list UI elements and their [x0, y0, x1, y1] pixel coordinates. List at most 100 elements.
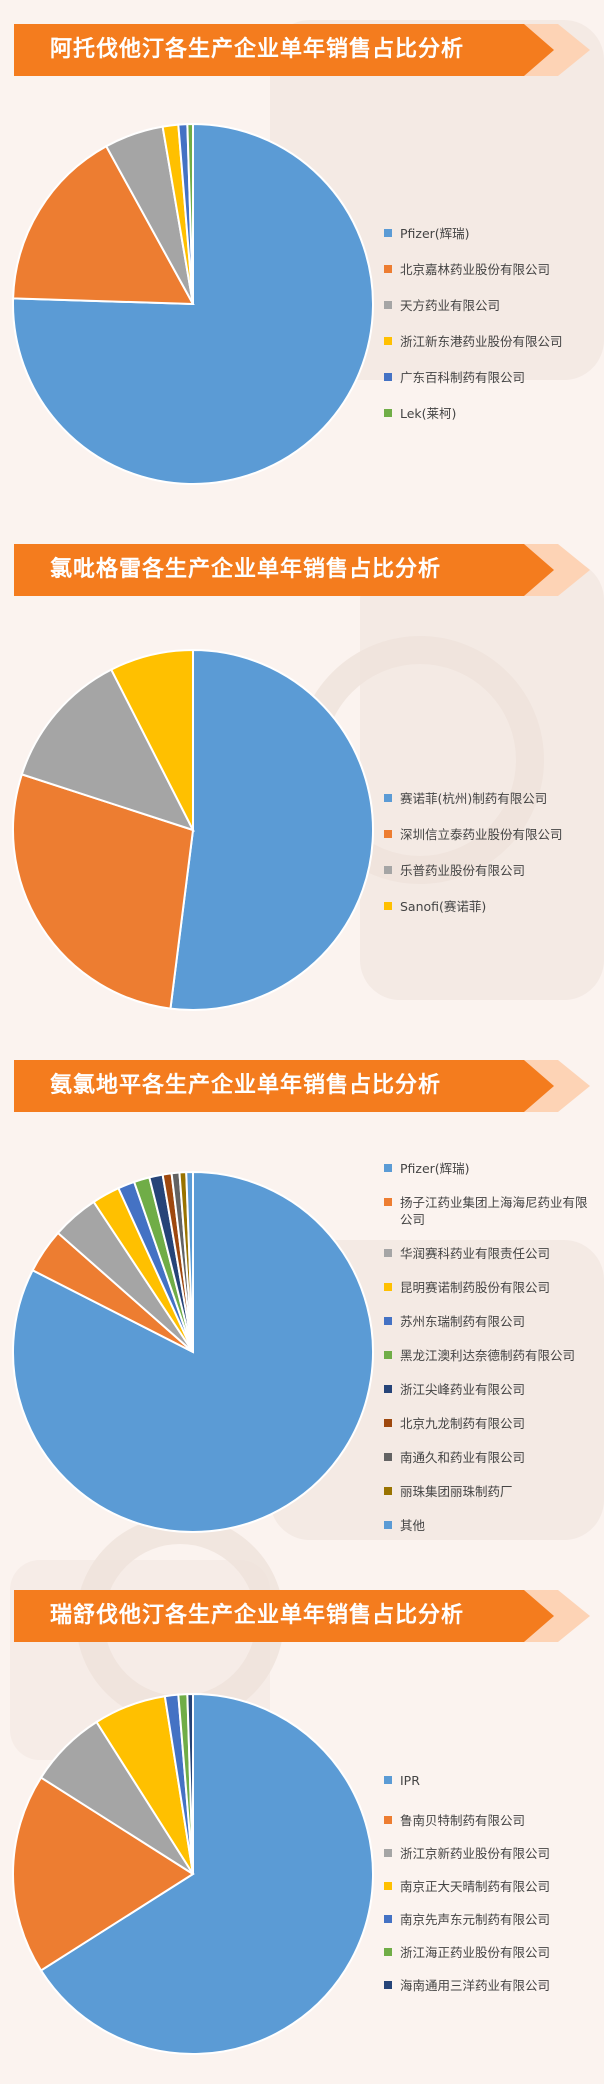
legend-label: Lek(莱柯) — [400, 406, 457, 421]
legend-item: 昆明赛诺制药股份有限公司 — [384, 1279, 599, 1296]
legend-swatch — [384, 1882, 392, 1890]
banner-arrow-shape — [14, 24, 590, 76]
legend-swatch — [384, 229, 392, 237]
pie-slice — [109, 648, 194, 831]
legend-label: 苏州东瑞制药有限公司 — [400, 1314, 526, 1329]
legend-item: Lek(莱柯) — [384, 405, 599, 422]
legend-item: 丽珠集团丽珠制药厂 — [384, 1483, 599, 1500]
banner-arrow-shape — [14, 1590, 590, 1642]
legend-label: 丽珠集团丽珠制药厂 — [400, 1484, 513, 1499]
legend-swatch — [384, 1419, 392, 1427]
legend-swatch — [384, 1776, 392, 1784]
legend-item: 苏州东瑞制药有限公司 — [384, 1313, 599, 1330]
legend-swatch — [384, 1249, 392, 1257]
legend-swatch — [384, 409, 392, 417]
legend-swatch — [384, 1487, 392, 1495]
legend-item: 海南通用三洋药业有限公司 — [384, 1977, 599, 1994]
legend-item: 鲁南贝特制药有限公司 — [384, 1812, 599, 1829]
pie-chart — [12, 1170, 374, 1533]
pie-chart — [12, 648, 374, 1011]
pie-chart — [12, 1692, 374, 2055]
chart-title-banner: 瑞舒伐他汀各生产企业单年销售占比分析 — [14, 1590, 590, 1642]
legend-label: 浙江京新药业股份有限公司 — [400, 1846, 551, 1861]
legend-swatch — [384, 866, 392, 874]
legend-swatch — [384, 1317, 392, 1325]
legend-item: 乐普药业股份有限公司 — [384, 862, 599, 879]
pie-slice — [12, 773, 195, 1010]
legend-swatch — [384, 1849, 392, 1857]
legend-label: Pfizer(辉瑞) — [400, 1161, 470, 1176]
legend-swatch — [384, 1385, 392, 1393]
legend-item: 浙江新东港药业股份有限公司 — [384, 333, 599, 350]
chart-title: 瑞舒伐他汀各生产企业单年销售占比分析 — [50, 1603, 465, 1628]
legend-swatch — [384, 1453, 392, 1461]
chart-title-banner: 氨氯地平各生产企业单年销售占比分析 — [14, 1060, 590, 1112]
legend-item: 广东百科制药有限公司 — [384, 369, 599, 386]
legend-item: IPR — [384, 1772, 599, 1789]
legend-label: 南京正大天晴制药有限公司 — [400, 1879, 551, 1894]
legend-item: 赛诺菲(杭州)制药有限公司 — [384, 790, 599, 807]
legend-swatch — [384, 337, 392, 345]
legend-item: 南京正大天晴制药有限公司 — [384, 1878, 599, 1895]
legend-label: 扬子江药业集团上海海尼药业有限公司 — [400, 1195, 588, 1227]
legend-label: 南京先声东元制药有限公司 — [400, 1912, 551, 1927]
legend-item: Sanofi(赛诺菲) — [384, 898, 599, 915]
legend-item: 浙江海正药业股份有限公司 — [384, 1944, 599, 1961]
legend-label: 广东百科制药有限公司 — [400, 370, 526, 385]
legend-label: 北京九龙制药有限公司 — [400, 1416, 526, 1431]
banner-arrow-shape — [14, 1060, 590, 1112]
legend-item: 浙江京新药业股份有限公司 — [384, 1845, 599, 1862]
legend-swatch — [384, 1948, 392, 1956]
legend-label: 天方药业有限公司 — [400, 298, 501, 313]
legend-label: 浙江海正药业股份有限公司 — [400, 1945, 551, 1960]
legend-swatch — [384, 1816, 392, 1824]
legend-item: 深圳信立泰药业股份有限公司 — [384, 826, 599, 843]
pie-slice — [12, 1776, 195, 1972]
chart-title: 氨氯地平各生产企业单年销售占比分析 — [50, 1073, 442, 1098]
legend-item: 南京先声东元制药有限公司 — [384, 1911, 599, 1928]
pie-slice — [186, 122, 194, 305]
chart-title: 氯吡格雷各生产企业单年销售占比分析 — [50, 557, 442, 582]
pie-chart — [12, 122, 374, 485]
legend-item: 华润赛科药业有限责任公司 — [384, 1245, 599, 1262]
legend-swatch — [384, 301, 392, 309]
legend-label: Pfizer(辉瑞) — [400, 226, 470, 241]
legend-swatch — [384, 1283, 392, 1291]
legend-swatch — [384, 373, 392, 381]
pie-slice — [20, 668, 195, 832]
legend-swatch — [384, 265, 392, 273]
legend-item: 扬子江药业集团上海海尼药业有限公司 — [384, 1194, 599, 1228]
legend-label: Sanofi(赛诺菲) — [400, 899, 487, 914]
legend-swatch — [384, 902, 392, 910]
legend-item: 天方药业有限公司 — [384, 297, 599, 314]
legend-swatch — [384, 794, 392, 802]
legend-label: IPR — [400, 1773, 420, 1788]
legend-item: 浙江尖峰药业有限公司 — [384, 1381, 599, 1398]
legend-label: 乐普药业股份有限公司 — [400, 863, 526, 878]
legend-label: 北京嘉林药业股份有限公司 — [400, 262, 551, 277]
legend-swatch — [384, 1198, 392, 1206]
legend-item: 其他 — [384, 1517, 599, 1534]
legend-swatch — [384, 830, 392, 838]
legend-label: 昆明赛诺制药股份有限公司 — [400, 1280, 551, 1295]
legend-swatch — [384, 1164, 392, 1172]
chart-title-banner: 阿托伐他汀各生产企业单年销售占比分析 — [14, 24, 590, 76]
legend-label: 鲁南贝特制药有限公司 — [400, 1813, 526, 1828]
legend-label: 黑龙江澳利达奈德制药有限公司 — [400, 1348, 576, 1363]
legend-item: 黑龙江澳利达奈德制药有限公司 — [384, 1347, 599, 1364]
legend-item: Pfizer(辉瑞) — [384, 225, 599, 242]
legend-swatch — [384, 1521, 392, 1529]
legend-label: 其他 — [400, 1518, 426, 1533]
banner-arrow-shape — [14, 544, 590, 596]
legend-label: 浙江尖峰药业有限公司 — [400, 1382, 526, 1397]
legend-label: 赛诺菲(杭州)制药有限公司 — [400, 791, 548, 806]
chart-title-banner: 氯吡格雷各生产企业单年销售占比分析 — [14, 544, 590, 596]
legend-label: 浙江新东港药业股份有限公司 — [400, 334, 563, 349]
pie-slice — [185, 1170, 194, 1353]
chart-title: 阿托伐他汀各生产企业单年销售占比分析 — [50, 37, 465, 62]
legend-label: 南通久和药业有限公司 — [400, 1450, 526, 1465]
legend-label: 华润赛科药业有限责任公司 — [400, 1246, 551, 1261]
pie-slice — [39, 1692, 374, 2055]
pie-slice — [169, 648, 374, 1011]
legend-swatch — [384, 1351, 392, 1359]
